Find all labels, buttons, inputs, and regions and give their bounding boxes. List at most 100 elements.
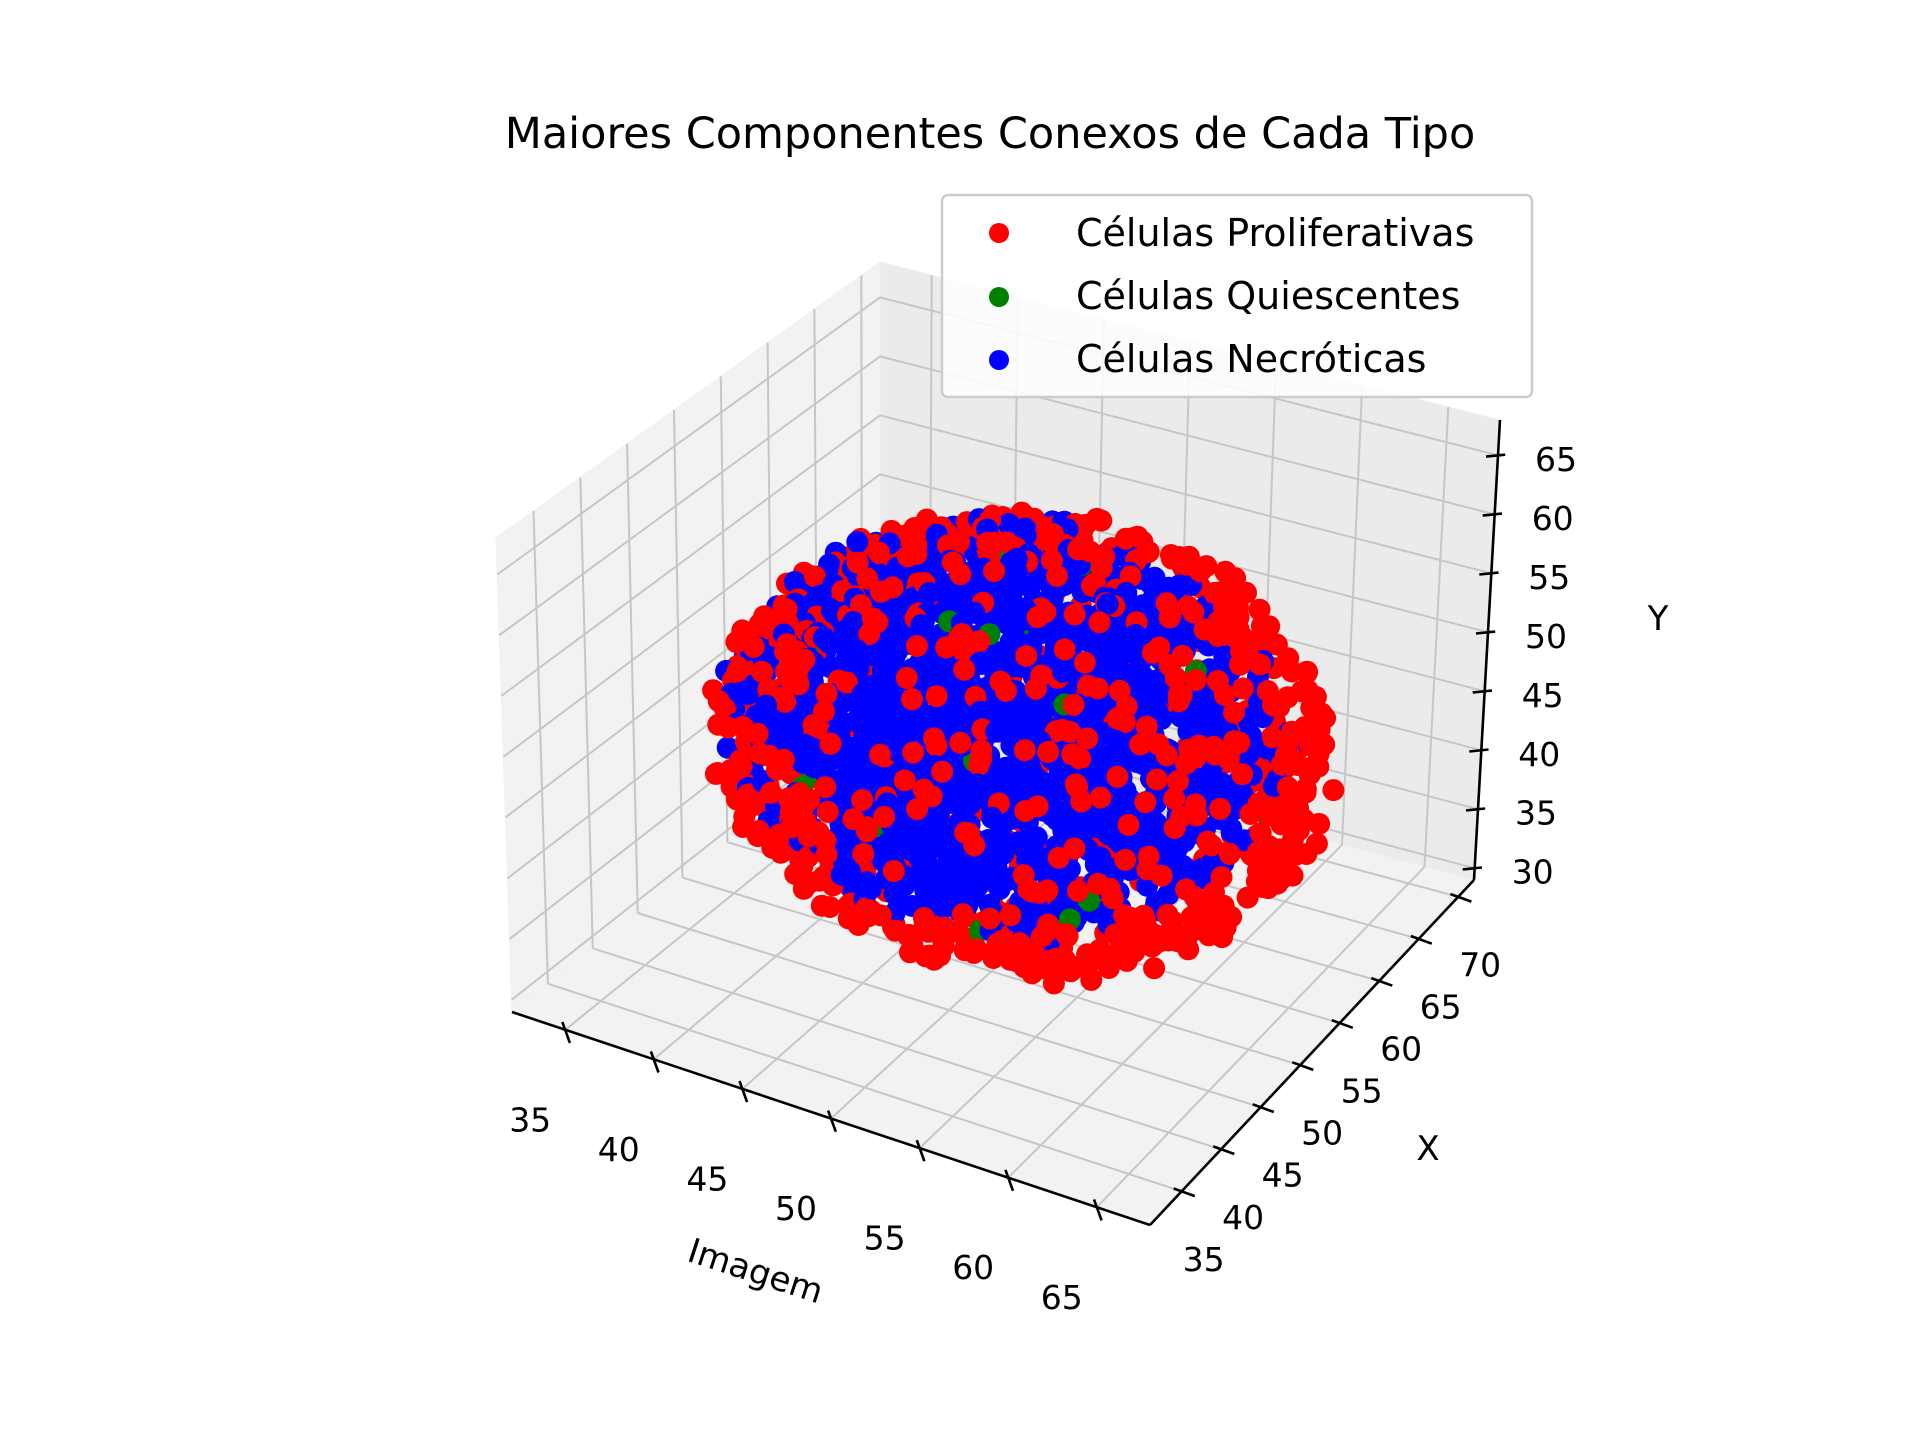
y-axis-line (1149, 879, 1475, 1226)
point-necrotica (885, 593, 908, 616)
point-proliferativa (818, 896, 841, 918)
y-axis-tick-label: 35 (1183, 1240, 1225, 1279)
point-proliferativa (797, 872, 820, 895)
point-proliferativa (1146, 768, 1168, 791)
point-proliferativa (1168, 924, 1191, 947)
point-necrotica (1025, 772, 1047, 795)
point-proliferativa (846, 551, 869, 574)
point-proliferativa (896, 924, 919, 947)
point-necrotica (1168, 574, 1191, 597)
y-axis-tick-label: 60 (1380, 1030, 1422, 1069)
point-necrotica (894, 832, 917, 855)
point-necrotica (801, 737, 824, 760)
point-necrotica (851, 682, 874, 705)
point-proliferativa (1067, 879, 1089, 902)
point-proliferativa (792, 796, 815, 819)
point-necrotica (842, 611, 865, 634)
point-proliferativa (1063, 603, 1086, 626)
y-axis-tick (1410, 934, 1433, 945)
x-axis-tick (1004, 1169, 1015, 1192)
point-necrotica (914, 880, 937, 903)
grid-line-y-left (673, 410, 684, 878)
point-proliferativa (999, 904, 1022, 927)
legend-label-necroticas: Células Necróticas (1076, 337, 1426, 381)
point-necrotica (1104, 729, 1127, 752)
point-proliferativa (929, 944, 951, 967)
point-proliferativa (1169, 552, 1192, 575)
point-necrotica (988, 878, 1011, 901)
point-proliferativa (727, 757, 750, 780)
point-proliferativa (1156, 903, 1179, 926)
point-proliferativa (1231, 763, 1254, 786)
point-proliferativa (717, 716, 740, 739)
y-axis-tick (1331, 1018, 1354, 1030)
y-axis-tick-label: 50 (1301, 1114, 1343, 1153)
point-proliferativa (906, 635, 928, 657)
point-proliferativa (736, 793, 759, 816)
x-axis-tick (915, 1139, 926, 1162)
grid-line-z-left (502, 473, 881, 758)
point-proliferativa (776, 633, 798, 656)
point-proliferativa (869, 904, 892, 927)
point-proliferativa (706, 762, 729, 784)
point-necrotica (1052, 660, 1074, 683)
point-proliferativa (1070, 790, 1093, 813)
z-axis-tick (1485, 453, 1506, 458)
point-proliferativa (1184, 746, 1207, 769)
point-proliferativa (922, 727, 945, 750)
point-proliferativa (1232, 677, 1254, 700)
point-proliferativa (815, 682, 838, 705)
point-proliferativa (1249, 822, 1272, 845)
point-proliferativa (1249, 653, 1272, 676)
point-proliferativa (1030, 925, 1053, 948)
point-proliferativa (848, 911, 871, 933)
point-necrotica (1161, 849, 1184, 872)
point-proliferativa (1088, 611, 1111, 634)
point-necrotica (1052, 815, 1074, 838)
point-proliferativa (1137, 540, 1160, 563)
point-proliferativa (1026, 606, 1049, 629)
point-proliferativa (1119, 565, 1142, 588)
point-proliferativa (1164, 666, 1187, 689)
point-proliferativa (1192, 557, 1215, 580)
point-proliferativa (1200, 834, 1223, 857)
x-axis-tick (738, 1080, 749, 1103)
point-proliferativa (1322, 779, 1345, 802)
x-axis-tick-label: 65 (1041, 1278, 1083, 1317)
point-proliferativa (1024, 677, 1047, 700)
point-proliferativa (1106, 707, 1129, 730)
point-necrotica (755, 694, 778, 717)
point-necrotica (1006, 561, 1028, 584)
grid-line-x-back (1423, 406, 1450, 867)
point-proliferativa (1214, 560, 1237, 583)
point-necrotica (869, 638, 892, 661)
point-proliferativa (769, 841, 792, 864)
point-proliferativa (861, 607, 884, 630)
point-necrotica (920, 555, 943, 578)
point-proliferativa (1046, 565, 1068, 587)
point-proliferativa (870, 580, 892, 603)
point-proliferativa (1185, 804, 1208, 827)
y-axis-tick-label: 45 (1262, 1156, 1304, 1195)
point-necrotica (812, 626, 835, 649)
point-proliferativa (953, 939, 976, 962)
point-proliferativa (1183, 886, 1206, 909)
z-axis-tick (1472, 689, 1493, 694)
point-necrotica (1018, 575, 1041, 598)
grid-line-z-left (498, 355, 881, 637)
point-necrotica (802, 756, 825, 779)
point-proliferativa (815, 843, 838, 866)
point-necrotica (943, 790, 966, 813)
point-necrotica (1021, 838, 1044, 861)
point-proliferativa (856, 816, 878, 839)
point-necrotica (992, 842, 1015, 865)
point-necrotica (1133, 751, 1156, 774)
grid-line-x-floor (1007, 844, 1343, 1179)
point-proliferativa (906, 798, 929, 821)
point-necrotica (1096, 593, 1119, 616)
point-necrotica (994, 601, 1016, 623)
point-proliferativa (1265, 857, 1288, 879)
y-axis-tick (1212, 1145, 1235, 1156)
x-axis-tick (1092, 1198, 1103, 1221)
grid-line-x-floor (1096, 866, 1426, 1208)
